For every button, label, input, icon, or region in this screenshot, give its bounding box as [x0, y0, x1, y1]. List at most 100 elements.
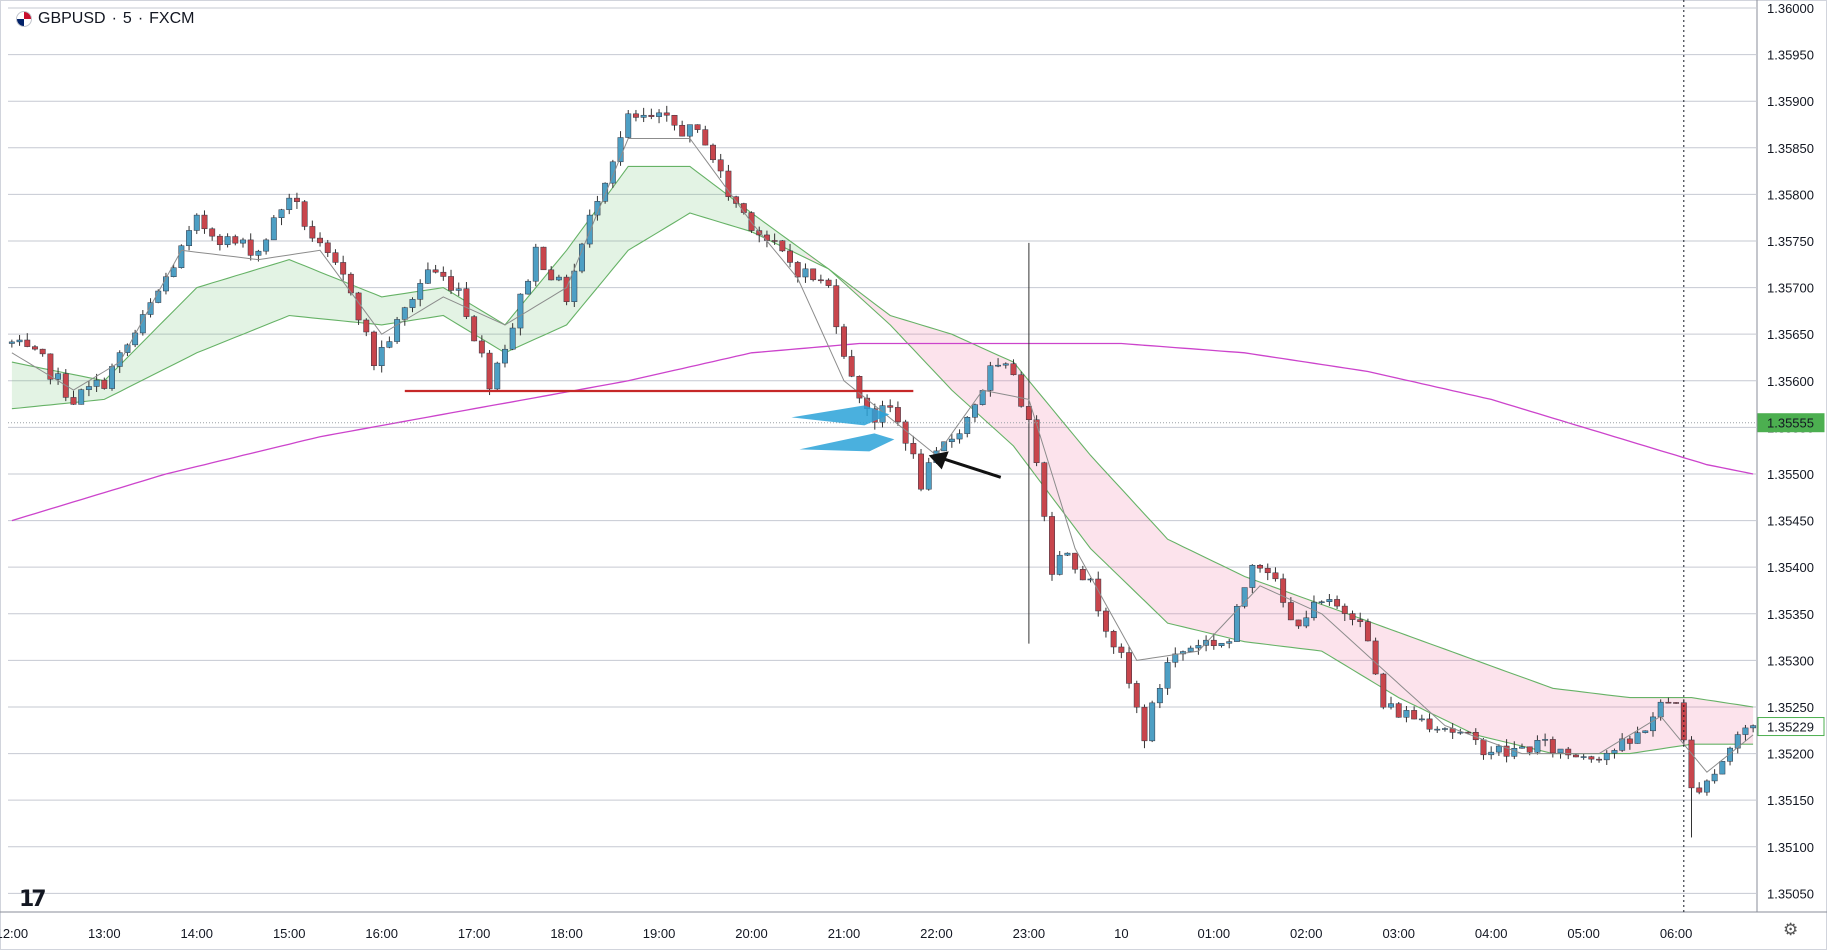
candle-body — [340, 262, 345, 274]
candle-body — [287, 198, 292, 210]
candle-body — [1558, 749, 1563, 753]
candle-body — [1396, 704, 1401, 718]
candle-body — [1304, 618, 1309, 626]
interval-label[interactable]: 5 — [123, 10, 132, 28]
candle-body — [818, 280, 823, 281]
candle-body — [294, 198, 299, 202]
candle-body — [572, 271, 577, 302]
candle-body — [849, 356, 854, 376]
y-tick-label: 1.35400 — [1767, 560, 1814, 575]
candle-body — [317, 238, 322, 243]
candle-body — [1134, 683, 1139, 707]
x-tick-label: 13:00 — [88, 926, 121, 941]
candle-body — [1481, 740, 1486, 755]
candle-body — [502, 349, 507, 363]
candle-body — [803, 269, 808, 277]
x-tick-label: 15:00 — [273, 926, 306, 941]
candle-body — [425, 270, 430, 284]
candle-body — [194, 215, 199, 230]
candle-body — [1157, 688, 1162, 703]
candle-body — [548, 270, 553, 280]
x-tick-label: 12:00 — [0, 926, 28, 941]
candle-body — [1065, 553, 1070, 555]
candle-body — [448, 276, 453, 290]
candle-body — [1334, 599, 1339, 606]
candle-body — [464, 289, 469, 317]
candle-body — [356, 293, 361, 320]
candle-body — [834, 286, 839, 327]
candle-body — [718, 160, 723, 171]
candle-body — [225, 237, 230, 245]
y-tick-label: 1.35300 — [1767, 653, 1814, 668]
candle-body — [1350, 614, 1355, 620]
candle-body — [1643, 731, 1648, 733]
candle-body — [1057, 555, 1062, 574]
candle-body — [441, 272, 446, 276]
candle-body — [71, 397, 76, 404]
candle-body — [1435, 729, 1440, 730]
gear-icon[interactable]: ⚙ — [1783, 920, 1798, 940]
y-tick-label: 1.35150 — [1767, 793, 1814, 808]
header-sep-2: · — [138, 10, 143, 28]
y-tick-label: 1.35450 — [1767, 514, 1814, 529]
candle-body — [333, 253, 338, 263]
candle-body — [418, 283, 423, 299]
candle-body — [1704, 781, 1709, 792]
candle-body — [826, 280, 831, 286]
candle-body — [965, 417, 970, 433]
candle-body — [1288, 603, 1293, 620]
candle-body — [279, 210, 284, 218]
candle-body — [479, 341, 484, 353]
x-tick-label: 21:00 — [828, 926, 861, 941]
candle-body — [1512, 748, 1517, 756]
candle-body — [541, 247, 546, 270]
symbol-name[interactable]: GBPUSD — [38, 10, 106, 28]
candle-body — [1373, 641, 1378, 674]
candle-body — [1627, 739, 1632, 744]
candle-body — [171, 268, 176, 277]
y-tick-label: 1.35500 — [1767, 467, 1814, 482]
candle-body — [379, 347, 384, 365]
candle-body — [1550, 739, 1555, 753]
candle-body — [78, 390, 83, 405]
candle-body — [988, 366, 993, 391]
y-tick-label: 1.35950 — [1767, 48, 1814, 63]
candle-body — [256, 251, 261, 255]
candle-body — [918, 454, 923, 489]
candle-body — [1442, 729, 1447, 730]
x-tick-label: 02:00 — [1290, 926, 1323, 941]
x-tick-label: 17:00 — [458, 926, 491, 941]
x-tick-label: 01:00 — [1198, 926, 1231, 941]
candle-body — [387, 342, 392, 348]
candle-body — [209, 229, 214, 236]
x-tick-label: 19:00 — [643, 926, 676, 941]
candle-body — [179, 246, 184, 268]
candle-body — [1527, 747, 1532, 752]
candle-body — [564, 277, 569, 302]
candle-body — [841, 327, 846, 357]
candle-body — [1604, 753, 1609, 760]
candle-body — [1026, 406, 1031, 419]
candle-body — [1018, 375, 1023, 407]
candle-body — [55, 374, 60, 380]
candle-body — [1542, 739, 1547, 740]
candle-body — [810, 269, 815, 280]
candle-body — [780, 241, 785, 251]
tradingview-logo-icon[interactable]: 17 — [19, 887, 44, 912]
candle-body — [364, 320, 369, 332]
candle-body — [1319, 602, 1324, 603]
candle-body — [1635, 733, 1640, 744]
y-tick-label: 1.35700 — [1767, 281, 1814, 296]
candle-body — [1358, 620, 1363, 622]
candle-body — [1227, 642, 1232, 644]
candle-body — [1411, 710, 1416, 719]
candle-body — [1011, 364, 1016, 375]
candle-body — [579, 244, 584, 271]
candle-body — [325, 243, 330, 253]
candle-body — [471, 317, 476, 341]
candle-body — [240, 240, 245, 243]
exchange-label: FXCM — [149, 10, 194, 28]
